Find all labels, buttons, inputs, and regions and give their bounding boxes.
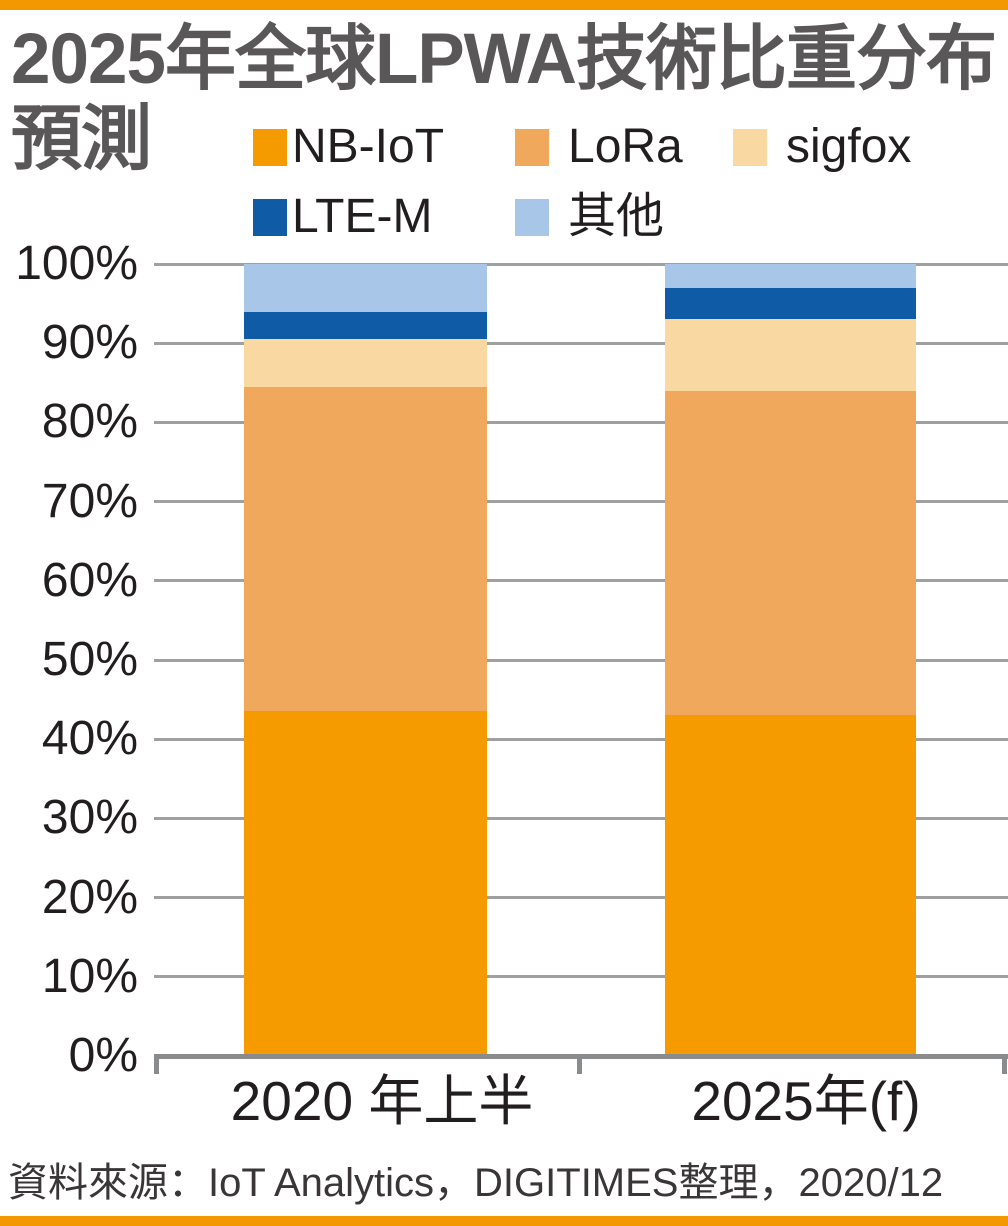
legend-swatch-lte-m <box>253 198 287 236</box>
legend-swatch-sigfox <box>733 128 767 166</box>
bar-segment-LTE-M <box>665 287 916 320</box>
source-note: 資料來源：IoT Analytics，DIGITIMES整理，2020/12 <box>8 1161 944 1205</box>
y-axis-tick-label: 30% <box>41 791 138 845</box>
legend-item-others: 其他 <box>515 193 664 241</box>
legend-label-nb-iot: NB-IoT <box>292 120 445 173</box>
legend-swatch-lora <box>515 128 549 166</box>
legend-label-sigfox: sigfox <box>786 120 912 173</box>
bar-segment-sigfox <box>244 339 487 387</box>
gridline-80 <box>154 420 1008 424</box>
legend-label-lora: LoRa <box>568 120 683 173</box>
legend-item-nb-iot: NB-IoT <box>253 123 444 171</box>
y-axis-tick-label: 60% <box>41 553 138 607</box>
legend-item-lte-m: LTE-M <box>253 193 432 241</box>
x-axis-category-label: 2020 年上半 <box>230 1070 534 1132</box>
x-axis-tick <box>1002 1054 1007 1074</box>
page-title-line1: 2025年全球LPWA技術比重分布 <box>11 20 997 99</box>
gridline-60 <box>154 579 1008 583</box>
gridline-50 <box>154 658 1008 662</box>
gridline-90 <box>154 341 1008 345</box>
y-axis-tick-label: 0% <box>68 1029 138 1082</box>
bottom-accent-bar <box>0 1216 1008 1226</box>
x-axis-category-label: 2025年(f) <box>691 1070 921 1132</box>
top-accent-bar <box>0 0 1008 10</box>
x-axis-tick <box>577 1054 582 1074</box>
page-title-line2: 預測 <box>11 100 152 179</box>
y-axis-tick-label: 80% <box>41 395 138 449</box>
y-axis-tick-label: 20% <box>41 870 138 924</box>
legend-label-others: 其他 <box>568 190 665 243</box>
bar-segment-sigfox <box>665 319 916 391</box>
gridline-70 <box>154 500 1008 504</box>
y-axis-tick-label: 50% <box>41 633 138 686</box>
legend-label-lte-m: LTE-M <box>292 190 433 243</box>
y-axis-tick-label: 100% <box>15 237 138 290</box>
y-axis-tick-label: 70% <box>41 474 138 528</box>
y-axis-tick-label: 40% <box>41 712 138 766</box>
gridline-30 <box>154 816 1008 820</box>
legend-swatch-nb-iot <box>253 128 287 166</box>
y-axis-tick-label: 10% <box>41 949 138 1003</box>
gridline-40 <box>154 737 1008 741</box>
bar-segment-LTE-M <box>244 311 487 340</box>
gridline-100 <box>154 262 1008 266</box>
bar-segment-LoRa <box>244 386 487 712</box>
legend-swatch-others <box>515 198 549 236</box>
bar-segment-NB-IoT <box>244 711 487 1056</box>
gridline-20 <box>154 896 1008 900</box>
bar-segment-LoRa <box>665 390 916 716</box>
bar-segment-其他 <box>244 264 487 312</box>
y-axis-tick-label: 90% <box>41 316 138 370</box>
gridline-10 <box>154 975 1008 979</box>
x-axis-tick <box>154 1054 159 1074</box>
bar-segment-NB-IoT <box>665 715 916 1056</box>
legend-item-sigfox: sigfox <box>733 123 911 171</box>
bar-segment-其他 <box>665 264 916 288</box>
legend-item-lora: LoRa <box>515 123 683 171</box>
